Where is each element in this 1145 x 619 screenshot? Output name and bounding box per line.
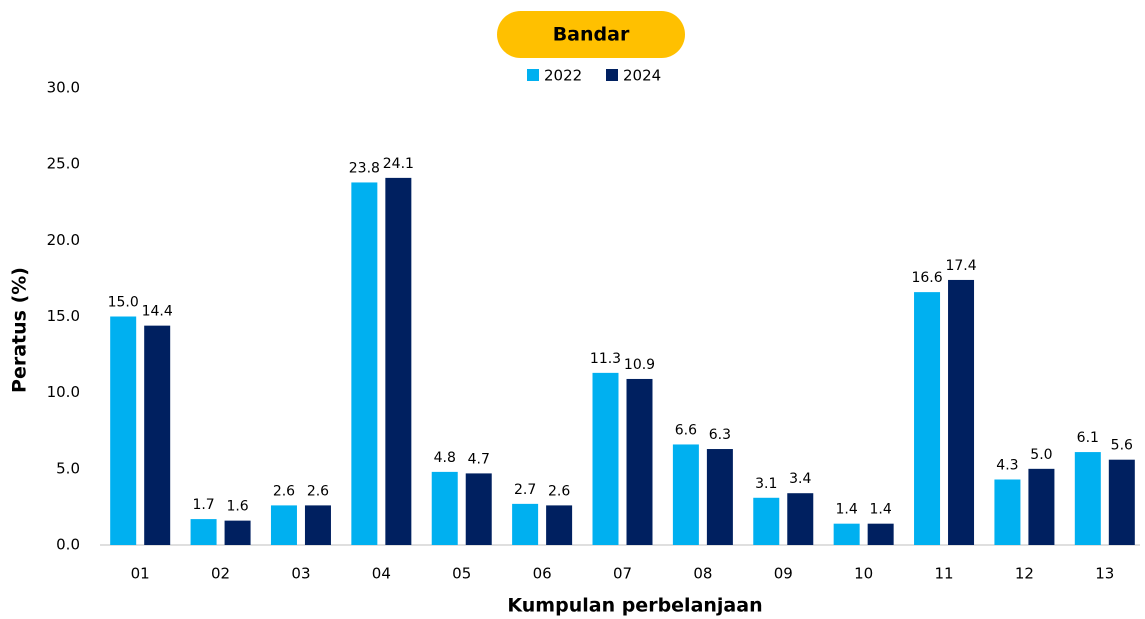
bar (1074, 452, 1101, 545)
bar (512, 503, 539, 545)
data-label: 10.9 (624, 357, 655, 373)
bar (994, 479, 1021, 545)
bar (144, 325, 171, 545)
data-label: 1.4 (870, 502, 892, 518)
data-label: 1.7 (192, 497, 214, 513)
data-label: 24.1 (383, 156, 414, 172)
data-label: 2.6 (548, 483, 570, 499)
bar (110, 316, 137, 545)
data-label: 1.4 (836, 502, 858, 518)
data-label: 17.4 (945, 258, 976, 274)
x-tick-label: 10 (854, 565, 873, 583)
data-label: 3.1 (755, 476, 777, 492)
bar (867, 523, 894, 545)
legend-label: 2024 (623, 67, 661, 85)
x-tick-label: 12 (1015, 565, 1034, 583)
bar (626, 378, 653, 545)
data-label: 1.6 (226, 499, 248, 515)
legend-swatch (527, 69, 539, 81)
x-tick-label: 04 (372, 565, 391, 583)
bar (465, 473, 492, 545)
x-tick-label: 03 (291, 565, 310, 583)
bar (190, 519, 217, 545)
bar (833, 523, 860, 545)
x-tick-label: 05 (452, 565, 471, 583)
bar (787, 493, 814, 545)
y-tick-label: 30.0 (47, 79, 80, 97)
y-tick-label: 15.0 (47, 307, 80, 325)
data-label: 2.6 (307, 483, 329, 499)
bar (351, 182, 378, 546)
x-tick-label: 13 (1095, 565, 1114, 583)
data-label: 5.0 (1030, 447, 1052, 463)
data-label: 4.7 (468, 451, 490, 467)
y-tick-label: 0.0 (56, 536, 80, 554)
y-tick-label: 5.0 (56, 459, 80, 477)
x-tick-label: 01 (131, 565, 150, 583)
x-tick-label: 06 (533, 565, 552, 583)
bar (546, 505, 573, 545)
bar (672, 444, 699, 545)
bar (304, 505, 331, 545)
bar (224, 520, 251, 545)
bar (1028, 468, 1055, 545)
bar (592, 372, 619, 545)
bar (753, 497, 780, 545)
x-tick-label: 08 (693, 565, 712, 583)
y-tick-label: 25.0 (47, 155, 80, 173)
data-label: 23.8 (349, 160, 380, 176)
bar (1108, 459, 1135, 545)
x-axis-label: Kumpulan perbelanjaan (507, 595, 762, 617)
data-label: 6.6 (675, 422, 697, 438)
bar (706, 449, 733, 545)
data-label: 11.3 (590, 351, 621, 367)
legend-label: 2022 (544, 67, 582, 85)
bar (270, 505, 297, 545)
bar (385, 177, 412, 546)
data-label: 6.3 (709, 427, 731, 443)
x-tick-label: 07 (613, 565, 632, 583)
bar (914, 292, 941, 545)
x-tick-label: 02 (211, 565, 230, 583)
title-pill (497, 11, 685, 58)
y-axis-label: Peratus (%) (9, 267, 31, 393)
chart-title: Bandar (553, 24, 630, 46)
x-tick-label: 09 (774, 565, 793, 583)
data-label: 4.3 (996, 457, 1018, 473)
x-tick-label: 11 (934, 565, 953, 583)
data-label: 15.0 (108, 295, 139, 311)
data-label: 2.7 (514, 482, 536, 498)
y-tick-label: 20.0 (47, 231, 80, 249)
data-label: 4.8 (434, 450, 456, 466)
data-label: 14.4 (142, 304, 173, 320)
bar (948, 279, 975, 545)
legend-swatch (606, 69, 618, 81)
bar (431, 471, 458, 545)
data-label: 6.1 (1077, 430, 1099, 446)
data-label: 5.6 (1111, 438, 1133, 454)
data-label: 2.6 (273, 483, 295, 499)
data-label: 3.4 (789, 471, 811, 487)
y-tick-label: 10.0 (47, 383, 80, 401)
data-label: 16.6 (911, 270, 942, 286)
